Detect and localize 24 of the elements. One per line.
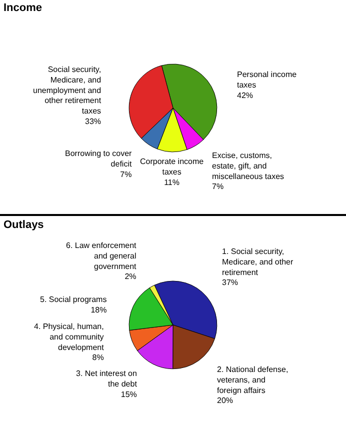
- data-label: 8%: [92, 353, 104, 362]
- data-label: 18%: [90, 305, 107, 314]
- slice-label: 2. National defense, veterans, and foreign affairs: [217, 365, 288, 395]
- slice-label: 3. Net interest on the debt: [76, 369, 138, 388]
- data-label: 11%: [164, 178, 180, 187]
- slice-label: 6. Law enforcement and general government: [66, 241, 138, 271]
- slice-label: Excise, customs, estate, gift, and miscellaneous taxes: [212, 151, 284, 181]
- data-label: 20%: [217, 396, 234, 406]
- slice-label: 1. Social security, Medicare, and other retirement: [222, 247, 294, 277]
- chart-title: Income: [3, 2, 42, 14]
- data-label: 7%: [212, 182, 224, 192]
- slice-label: Corporate income taxes: [140, 157, 204, 176]
- slice-label: 4. Physical, human, and community development: [34, 322, 105, 352]
- data-label: 7%: [120, 170, 132, 179]
- slice-label: Borrowing to cover deficit: [65, 149, 132, 168]
- data-label: 37%: [222, 278, 238, 288]
- slice-label: Personal income taxes: [237, 70, 298, 90]
- data-label: 2%: [124, 272, 136, 282]
- slice-label: Social security, Medicare, and unemployment and other retirement taxes: [33, 65, 102, 116]
- data-label: 33%: [85, 117, 102, 126]
- slice-label: 5. Social programs: [40, 295, 107, 304]
- data-label: 42%: [237, 90, 254, 100]
- chart-title: Outlays: [3, 218, 44, 231]
- data-label: 15%: [120, 390, 137, 399]
